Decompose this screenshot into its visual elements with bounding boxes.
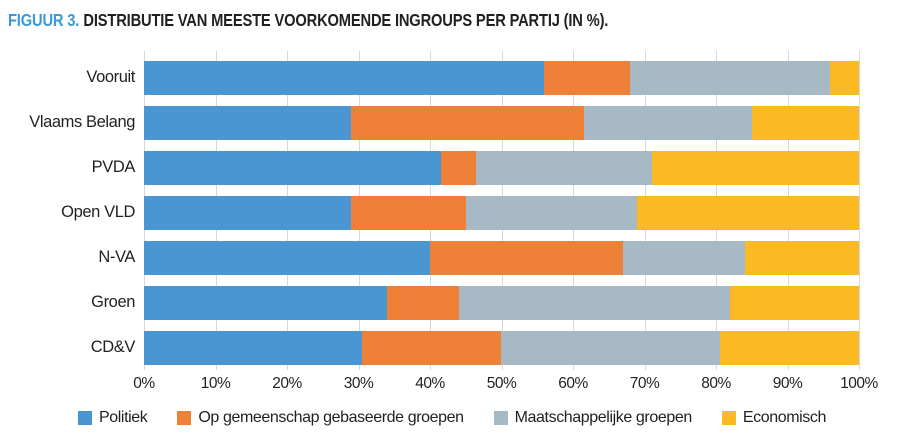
bar-segment xyxy=(144,105,352,140)
bar-segment xyxy=(476,150,652,185)
category-label: N-VA xyxy=(98,248,135,266)
x-tick-label: 90% xyxy=(772,375,803,392)
bar-segment xyxy=(144,285,388,320)
x-tick-label: 40% xyxy=(415,375,445,392)
x-tick-label: 100% xyxy=(840,375,878,392)
legend-swatch xyxy=(721,411,736,425)
category-labels-column: Vooruit Vlaams Belang PVDA Open VLD N-VA Groe… xyxy=(8,55,144,370)
bar-segment xyxy=(458,285,731,320)
bar-segment xyxy=(465,195,638,230)
legend-item: Economisch xyxy=(721,409,827,427)
bar-row xyxy=(144,190,859,235)
bar-segment xyxy=(501,330,720,365)
figure-title: FIGUUR 3. DISTRIBUTIE VAN MEESTE VOORKOME… xyxy=(8,10,751,31)
bar-segment xyxy=(730,285,859,320)
plot-area xyxy=(144,51,860,370)
legend: Politiek Op gemeenschap gebaseerde groepe… xyxy=(8,409,892,427)
x-tick-label: 50% xyxy=(486,375,517,392)
bar-segment xyxy=(623,240,745,275)
bar-row xyxy=(144,100,859,145)
legend-swatch xyxy=(78,411,92,425)
x-axis-spacer xyxy=(8,373,144,395)
legend-label: Op gemeenschap gebaseerde groepen xyxy=(198,409,464,426)
category-label: PVDA xyxy=(91,158,136,176)
category-label: Groen xyxy=(91,293,135,311)
x-tick-label: 30% xyxy=(343,375,374,392)
bar-segment xyxy=(144,195,352,230)
legend-item: Politiek xyxy=(78,409,148,427)
legend-label: Economisch xyxy=(742,409,827,426)
bar-row xyxy=(144,55,859,100)
bar-segment xyxy=(387,285,459,320)
x-tick-label: 20% xyxy=(272,375,302,392)
figure-number: FIGUUR 3. xyxy=(8,10,80,30)
category-label: Open VLD xyxy=(61,203,135,221)
bar-segment xyxy=(651,150,859,185)
legend-swatch xyxy=(177,411,192,425)
x-tick-label: 0% xyxy=(133,375,155,392)
x-tick-label: 70% xyxy=(629,375,660,392)
legend-item: Op gemeenschap gebaseerde groepen xyxy=(177,409,464,427)
bar-segment xyxy=(430,240,624,275)
bars-container xyxy=(144,55,859,370)
x-tick-label: 60% xyxy=(558,375,588,392)
category-label: CD&V xyxy=(90,338,136,356)
figure-title-text: DISTRIBUTIE VAN MEESTE VOORKOMENDE INGRO… xyxy=(83,10,609,30)
bar-segment xyxy=(744,240,859,275)
legend-item: Maatschappelijke groepen xyxy=(493,409,693,427)
bar-row xyxy=(144,145,859,190)
x-axis: 0% 10% 20% 30% 40% 50% 60% 70% 80% 90% 100% xyxy=(133,373,878,395)
bar-segment xyxy=(719,330,859,365)
bar-segment xyxy=(440,150,477,185)
bar-row xyxy=(144,235,859,280)
bar-segment xyxy=(351,105,584,140)
category-label: Vlaams Belang xyxy=(29,113,135,131)
bar-segment xyxy=(144,60,545,95)
bar-segment xyxy=(751,105,859,140)
bar-row xyxy=(144,280,859,325)
chart-body: Vooruit Vlaams Belang PVDA Open VLD N-VA Groe… xyxy=(8,51,892,370)
gridline xyxy=(859,51,860,370)
bar-segment xyxy=(351,195,466,230)
bar-segment xyxy=(630,60,831,95)
x-axis-row: 0% 10% 20% 30% 40% 50% 60% 70% 80% 90% 100% xyxy=(8,373,892,395)
bar-segment xyxy=(144,240,430,275)
bar-segment xyxy=(583,105,752,140)
bar-row xyxy=(144,325,859,370)
bar-segment xyxy=(544,60,631,95)
legend-label: Maatschappelijke groepen xyxy=(514,409,693,426)
bar-segment xyxy=(362,330,502,365)
x-tick-label: 10% xyxy=(200,375,231,392)
bar-segment xyxy=(830,60,859,95)
x-tick-label: 80% xyxy=(701,375,731,392)
bar-segment xyxy=(144,150,441,185)
bar-segment xyxy=(637,195,859,230)
category-label: Vooruit xyxy=(86,68,135,86)
bar-segment xyxy=(144,330,363,365)
legend-swatch xyxy=(493,411,508,425)
legend-label: Politiek xyxy=(99,409,148,426)
